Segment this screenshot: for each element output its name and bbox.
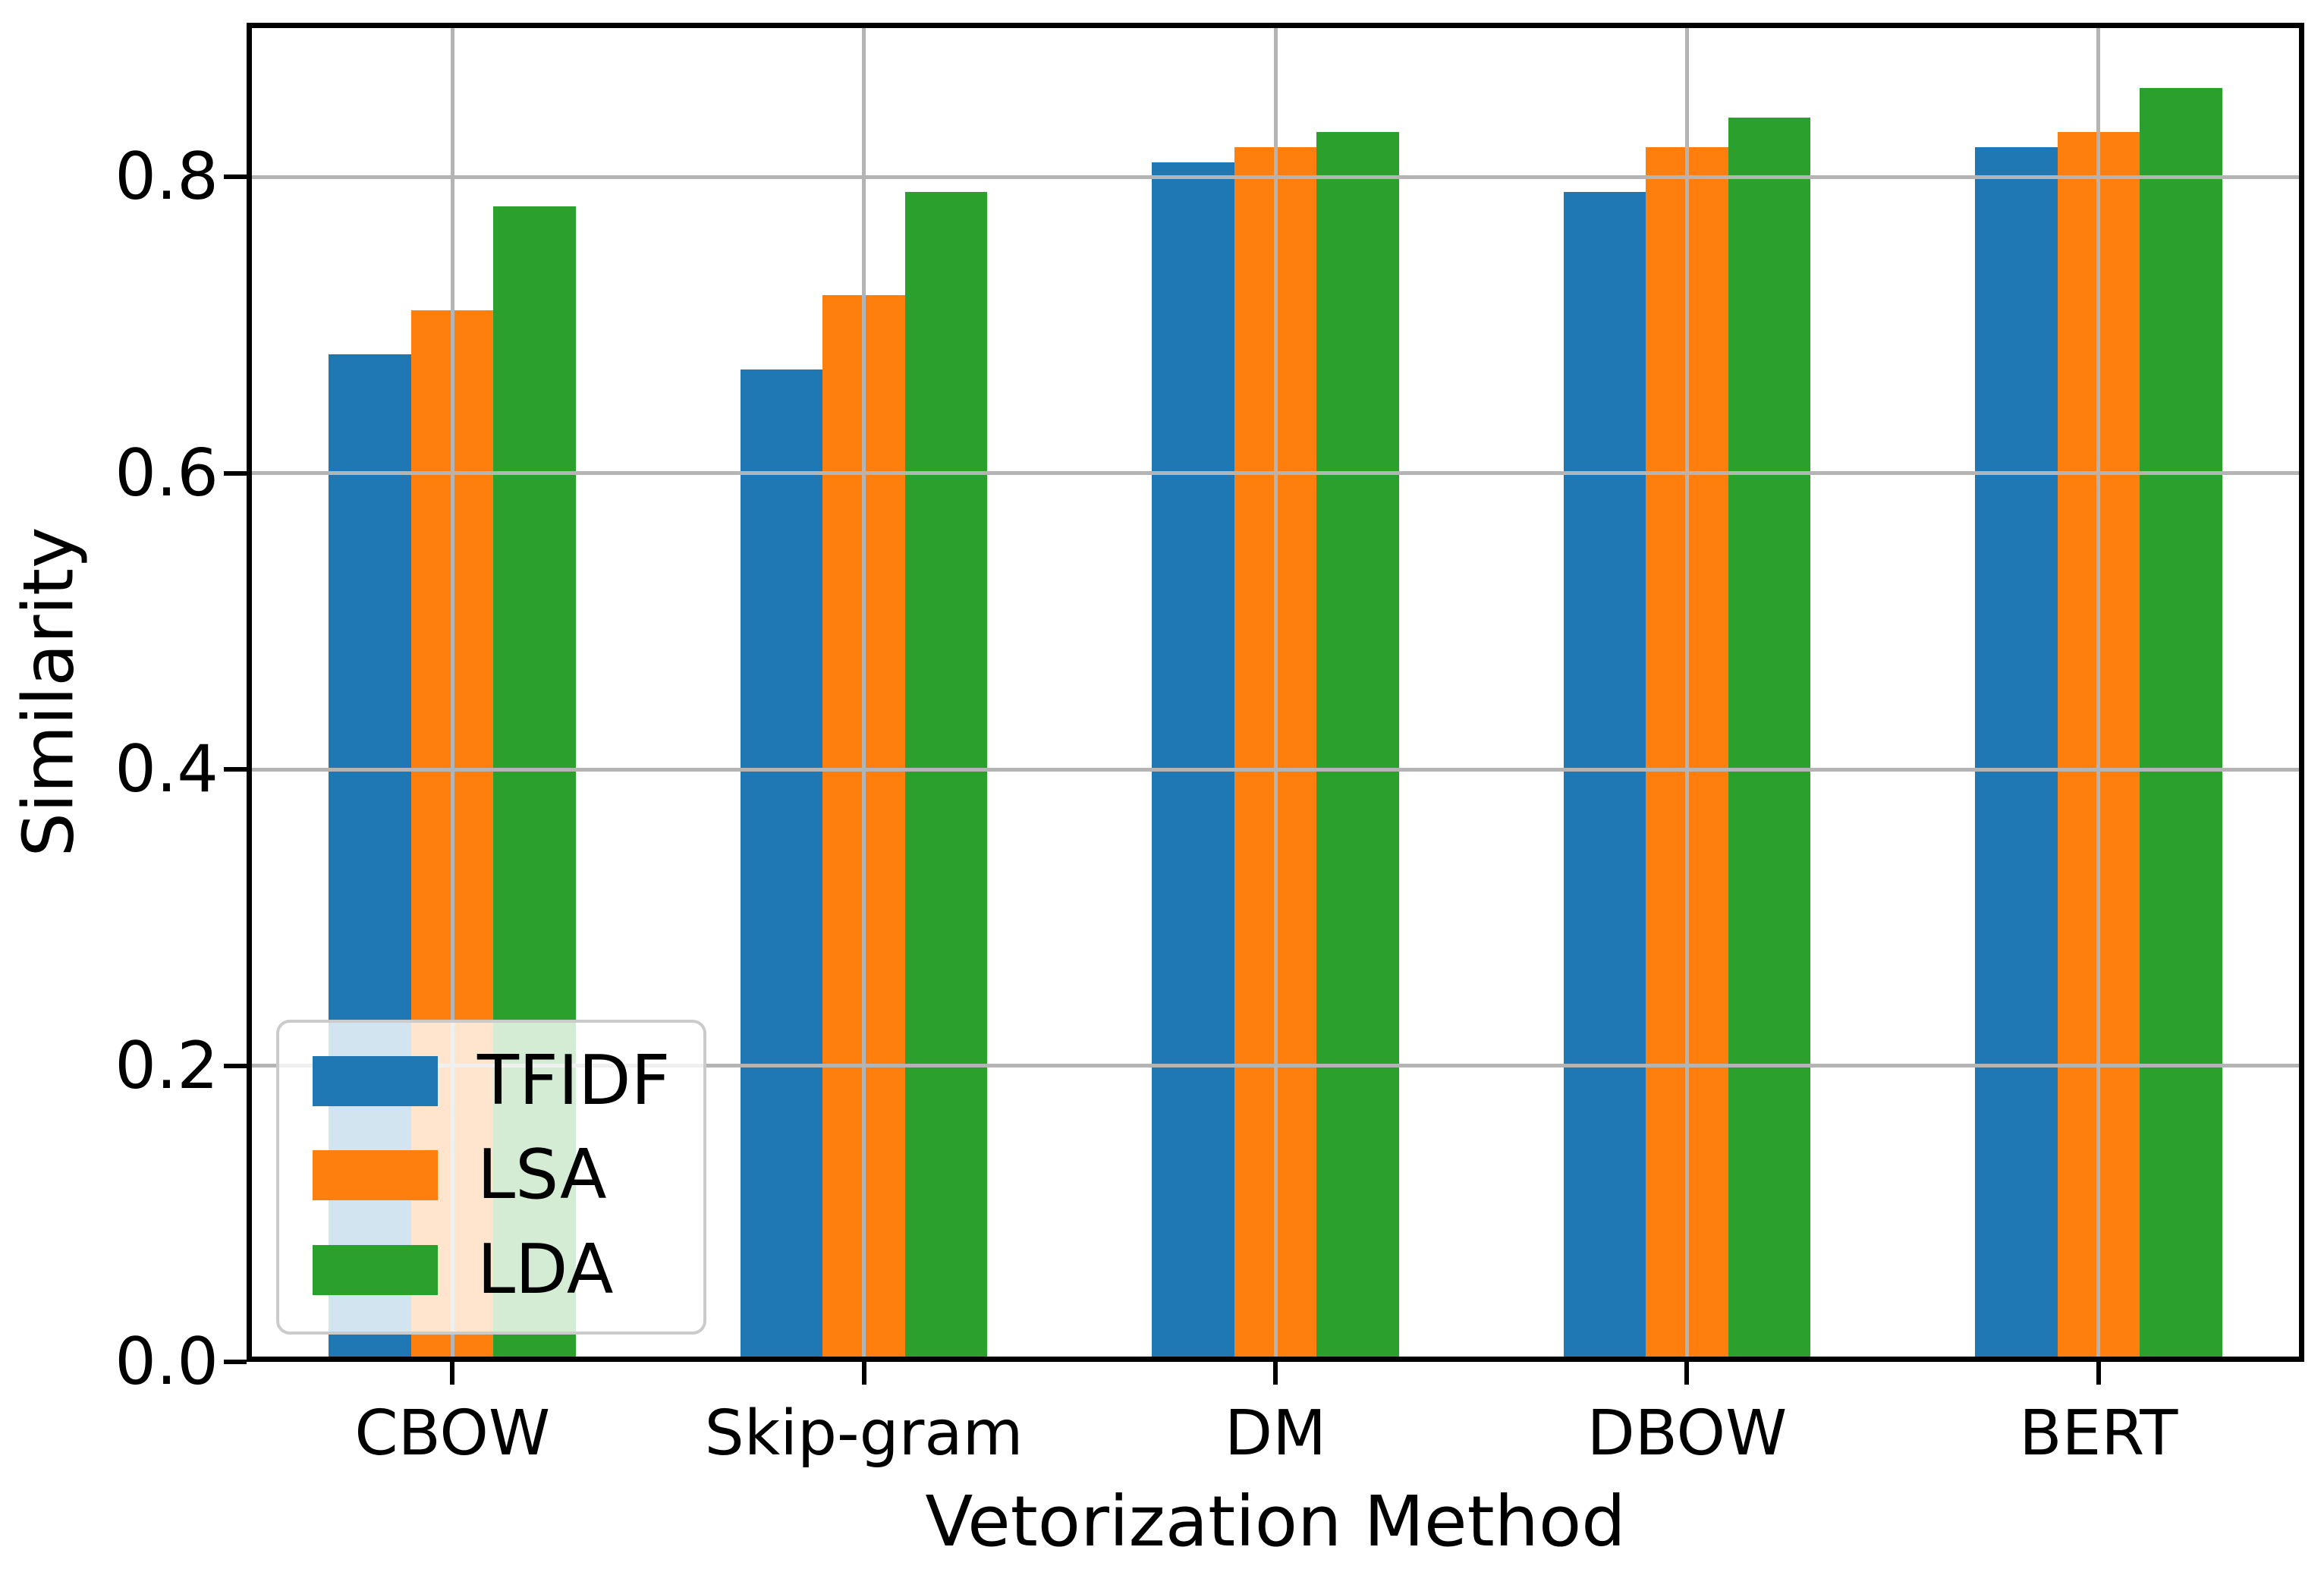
- y-tick-mark-0.2: [224, 1063, 247, 1068]
- x-tick-mark-dbow: [1684, 1362, 1690, 1385]
- legend-swatch-lsa: [313, 1150, 438, 1201]
- x-tick-label-1: Skip-gram: [704, 1398, 1024, 1470]
- x-gridline-bert: [2096, 23, 2101, 1362]
- y-tick-label-1: 0.2: [115, 1027, 219, 1104]
- x-tick-mark-bert: [2096, 1362, 2101, 1385]
- y-tick-label-4: 0.8: [115, 139, 219, 215]
- legend-label-tfidf: TFIDF: [477, 1040, 671, 1121]
- x-gridline-dbow: [1684, 23, 1689, 1362]
- x-axis-title: Vetorization Method: [925, 1481, 1626, 1562]
- x-gridline-cbow: [450, 23, 454, 1362]
- y-tick-mark-0.0: [224, 1360, 247, 1364]
- bar-lda-dm: [1316, 132, 1399, 1362]
- x-gridline-skip-gram: [862, 23, 866, 1362]
- bar-lda-skip-gram: [904, 191, 988, 1362]
- legend-item-lsa: LSA: [313, 1135, 670, 1215]
- y-tick-label-0: 0.0: [115, 1324, 219, 1400]
- legend-label-lda: LDA: [477, 1229, 614, 1310]
- x-tick-label-4: BERT: [2019, 1398, 2178, 1470]
- x-tick-label-2: DM: [1225, 1398, 1326, 1470]
- x-tick-mark-skip-gram: [861, 1362, 866, 1385]
- y-tick-label-2: 0.4: [115, 731, 219, 808]
- y-axis-title: Similarity: [8, 527, 90, 857]
- bar-tfidf-dbow: [1563, 191, 1646, 1362]
- x-gridline-dm: [1273, 23, 1278, 1362]
- bar-tfidf-dm: [1152, 162, 1234, 1362]
- legend-item-tfidf: TFIDF: [313, 1045, 670, 1118]
- legend: TFIDF LSA LDA: [276, 1019, 707, 1335]
- bar-tfidf-skip-gram: [740, 369, 823, 1362]
- x-tick-label-0: CBOW: [354, 1398, 551, 1470]
- y-tick-mark-0.6: [224, 470, 247, 476]
- y-tick-label-3: 0.6: [115, 435, 219, 511]
- grid-layer: [247, 23, 2304, 1362]
- x-tick-mark-cbow: [450, 1362, 455, 1385]
- bar-tfidf-bert: [1975, 147, 2058, 1362]
- bar-lda-dbow: [1728, 117, 1811, 1362]
- legend-label-lsa: LSA: [477, 1135, 607, 1215]
- y-tick-mark-0.4: [224, 767, 247, 772]
- x-tick-mark-dm: [1273, 1362, 1278, 1385]
- legend-swatch-tfidf: [313, 1055, 438, 1106]
- plot-area: TFIDF LSA LDA: [247, 23, 2304, 1362]
- x-tick-label-3: DBOW: [1587, 1398, 1788, 1470]
- legend-swatch-lda: [313, 1244, 438, 1295]
- bar-lda-bert: [2140, 87, 2222, 1362]
- y-tick-mark-0.8: [224, 175, 247, 180]
- legend-item-lda: LDA: [313, 1234, 670, 1306]
